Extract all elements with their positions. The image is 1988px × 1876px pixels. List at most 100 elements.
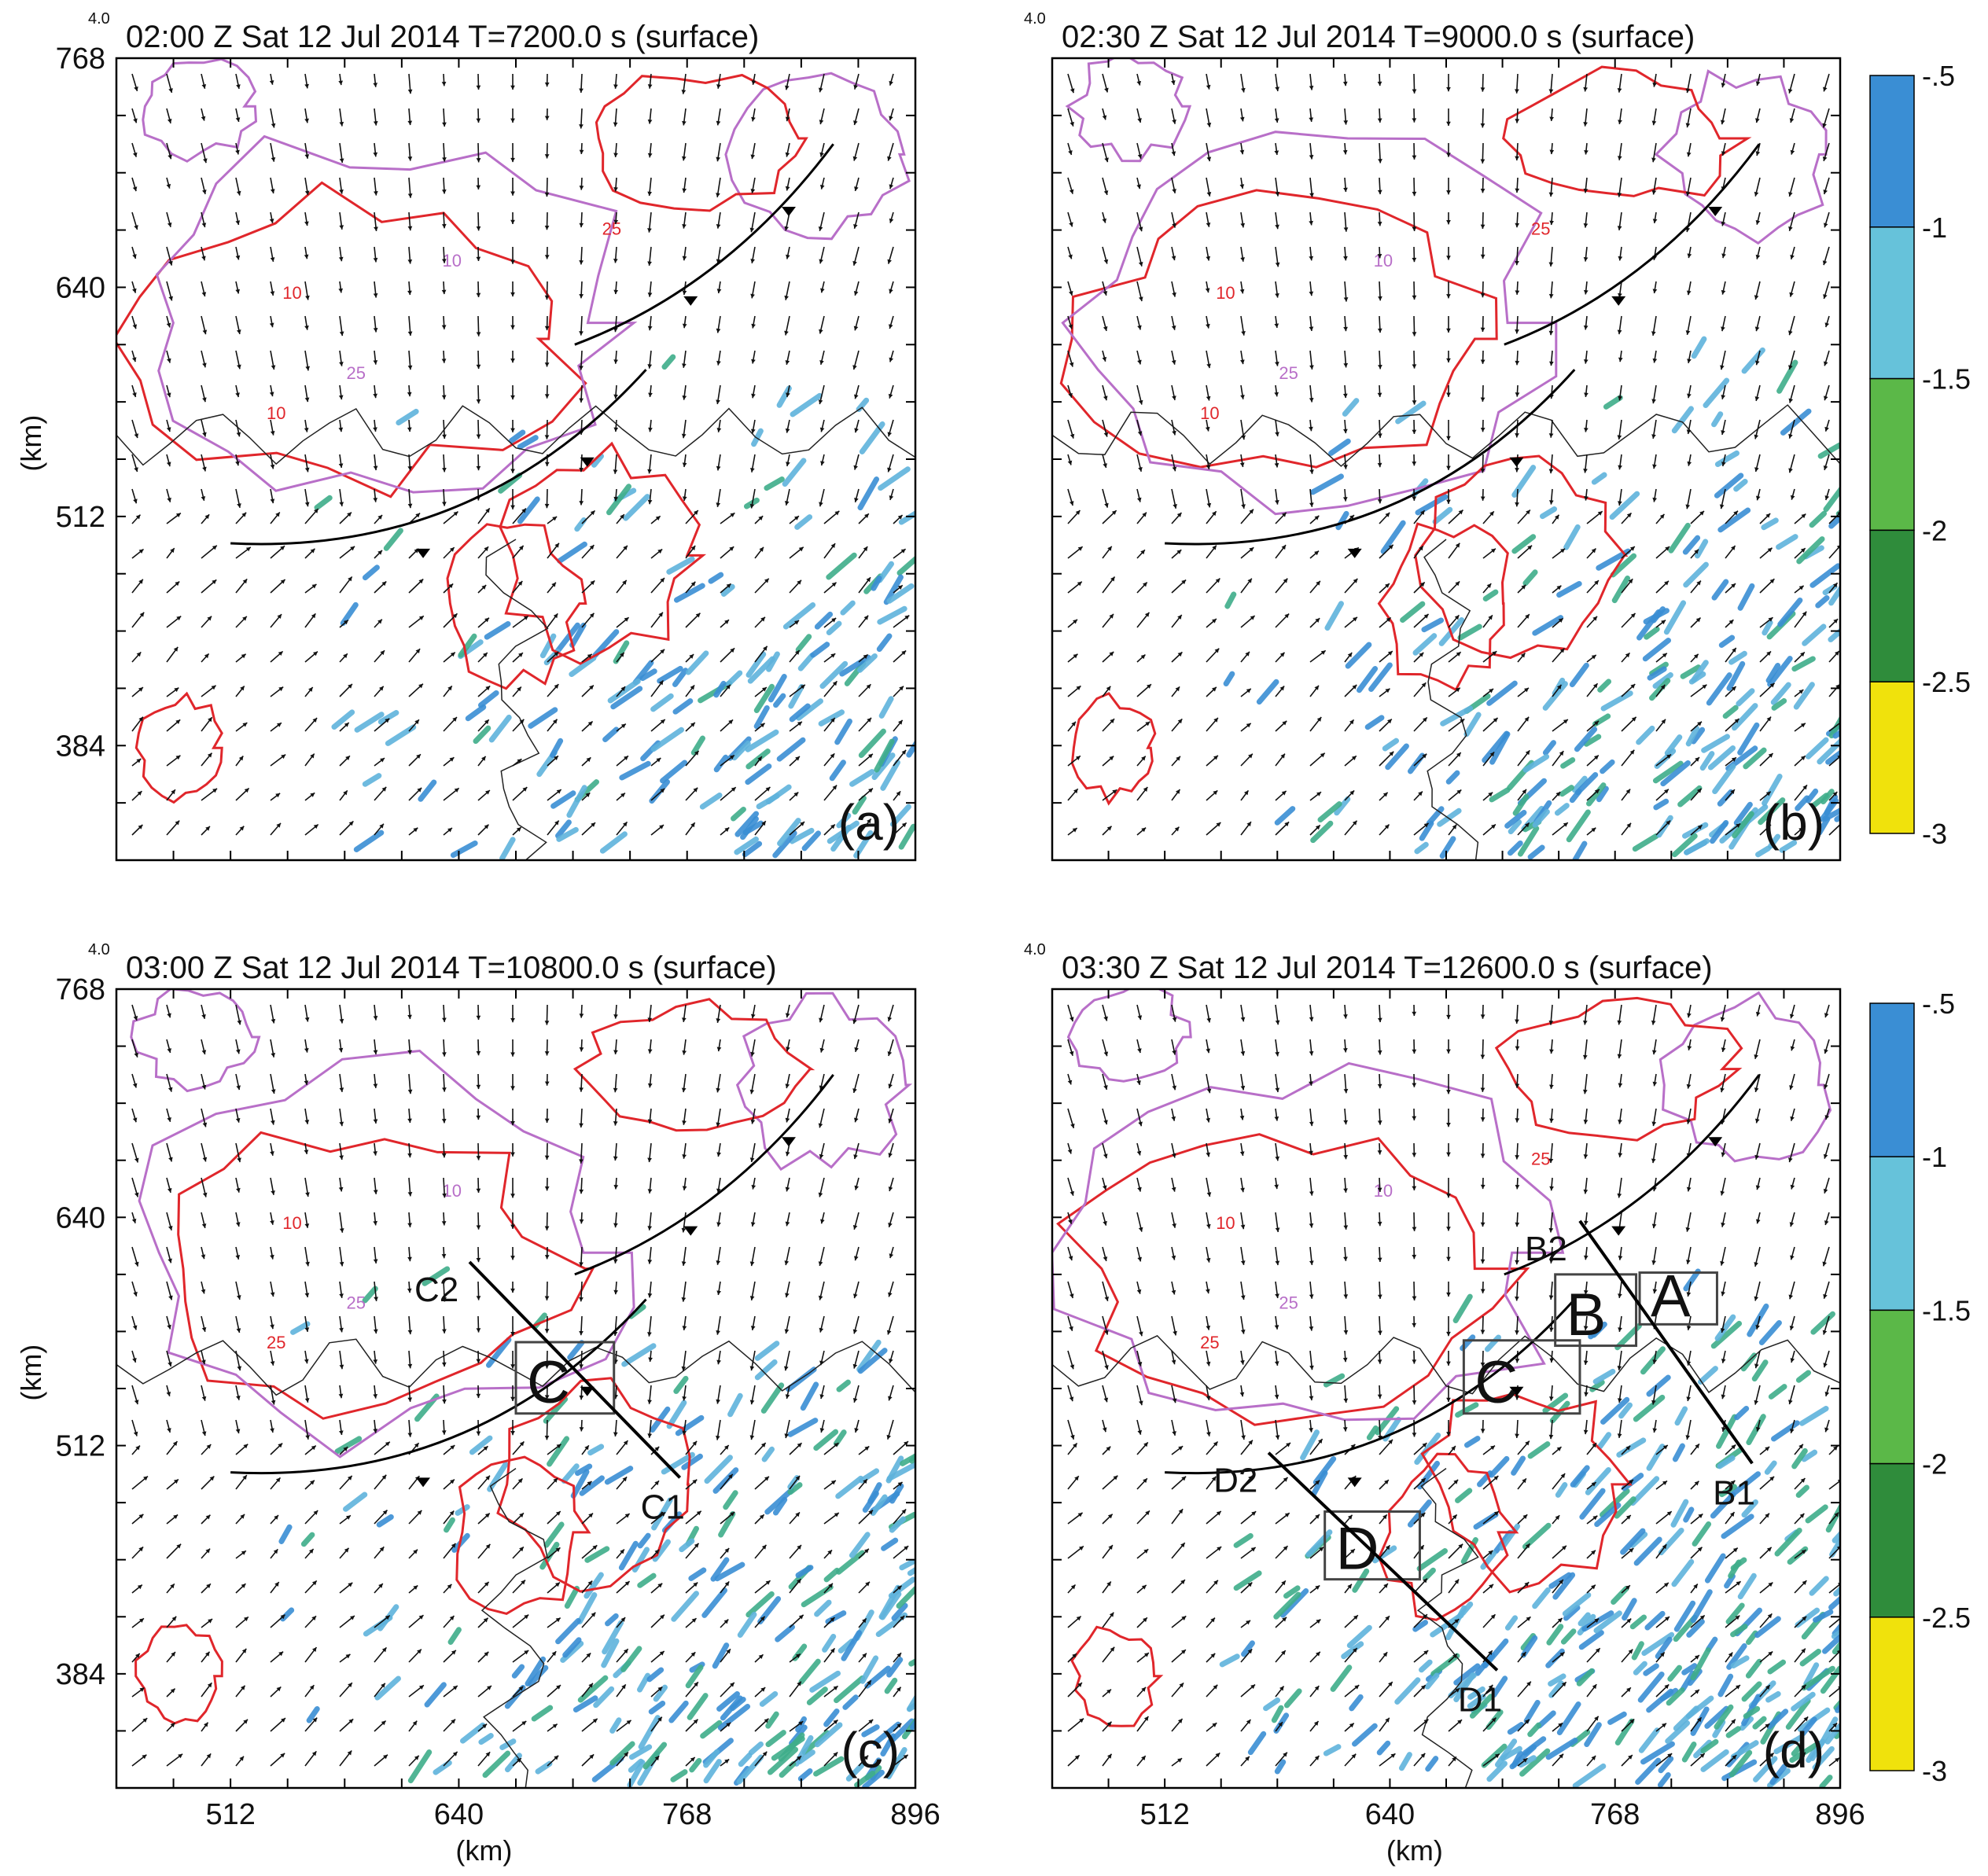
x-tick-label: 768 [1590,1798,1640,1831]
colorbar-swatch [1869,226,1915,380]
contours [1052,989,1832,1727]
wind-vectors [1067,1004,1840,1767]
colorbar-swatch [1869,1617,1915,1771]
region-box-label: C [1474,1349,1518,1416]
cross-section-end-label: D1 [1458,1680,1502,1719]
cold-front [574,1073,834,1276]
colorbar-tick-label: -1 [1922,1141,1947,1173]
contours [116,58,911,804]
cross-section-line [1578,1219,1754,1465]
panel-title: 02:30 Z Sat 12 Jul 2014 T=9000.0 s (surf… [1062,20,1695,54]
cross-section-start-label: D2 [1213,1462,1257,1500]
panel-frame [1051,988,1842,1790]
front-triangle [1347,1477,1362,1488]
plot-area: 10 10 10 25 25 [1052,58,1840,860]
colorbar-swatch [1869,529,1915,682]
contour-label: 10 [1374,251,1393,270]
wind-vectors [131,73,910,836]
y-tick-label: 768 [56,42,105,75]
region-box [1323,1510,1421,1581]
state-border [1423,539,1479,860]
colorbar-swatch [1869,75,1915,228]
y-tick-label: 384 [56,730,105,763]
state-border [480,1467,548,1788]
plot-area: 10 10 25 25 [116,989,915,1788]
panel-label: (b) [1763,794,1824,851]
cross-section-line [1267,1451,1499,1672]
cross-section-end-label: B1 [1713,1473,1755,1512]
front-triangle [416,1477,431,1488]
cold-front [574,143,834,346]
region-box [1638,1271,1718,1326]
contour-label: 25 [602,219,621,238]
cold-front [1165,1298,1576,1475]
region-box-label: A [1651,1263,1691,1330]
wind-vectors [131,1004,909,1767]
colorbar-swatch [1869,1309,1915,1465]
cold-front [1504,1073,1761,1276]
contour-label: 25 [1200,1333,1219,1352]
contour-label: 25 [1531,1150,1550,1169]
contour-label: 25 [267,1333,285,1352]
panel-title: 02:00 Z Sat 12 Jul 2014 T=7200.0 s (surf… [126,20,759,54]
front-triangle [781,1137,796,1147]
panel-label: (c) [841,1722,900,1779]
contour-label: 25 [1531,219,1550,238]
colorbar-tick-label: -.5 [1922,60,1955,92]
front-triangle [1509,1386,1524,1396]
contour-label: 25 [1279,363,1298,383]
state-border [1416,1467,1479,1788]
contour-label: 10 [1216,283,1235,303]
y-tick-label: 768 [56,973,105,1006]
region-box [1554,1273,1638,1348]
front-triangle [1611,1226,1626,1236]
contour-label: 10 [282,283,301,303]
colorbar-tick-label: -2.5 [1922,666,1971,698]
region-box-label: C [527,1349,570,1416]
cross-section-start-label: C2 [414,1271,458,1309]
y-tick-label: 640 [56,1201,105,1234]
region-box-label: B [1566,1282,1607,1348]
front-triangle [683,296,698,306]
colorbar-swatch [1869,377,1915,532]
y-tick-label: 512 [56,1430,105,1463]
colorbar-tick-label: -3 [1922,818,1947,850]
corner-marker: 4.0 [1024,941,1046,958]
colorbar: -.5 -1 -1.5 -2 -2.5 -3 [1869,60,1971,850]
contours [1059,58,1828,806]
state-border [1052,1334,1840,1395]
x-tick-label: 896 [1815,1798,1865,1831]
fronts [1165,1073,1761,1488]
contour-label: 10 [282,1213,301,1233]
contour-label: 25 [1279,1293,1298,1312]
corner-marker: 4.0 [88,10,110,28]
cross-section-line [468,1260,682,1479]
y-tick-label: 512 [56,501,105,534]
colorbar-tick-label: -2.5 [1922,1602,1971,1634]
fronts [1165,143,1761,558]
wind-vectors [1067,73,1840,836]
region-box [1462,1339,1581,1415]
x-axis-label: (km) [1386,1834,1443,1867]
cold-front [1165,369,1576,546]
state-border [116,405,915,466]
state-border [1052,404,1840,467]
colorbar-swatch [1869,1002,1915,1157]
contour-label: 10 [1200,403,1219,423]
x-axis-label: (km) [455,1834,512,1867]
x-tick-label: 512 [1139,1798,1189,1831]
cross-section-end-label: C1 [641,1488,685,1526]
x-tick-label: 640 [434,1798,484,1831]
cold-front [230,1298,647,1475]
region-box [514,1341,616,1415]
contours [130,989,913,1725]
colorbar-tick-label: -1.5 [1922,1294,1971,1326]
front-triangle [781,206,796,216]
colorbar-swatch [1869,681,1915,834]
x-tick-label: 896 [890,1798,940,1831]
panel-b: 10 10 10 25 25 02:30 Z Sat 12 Jul 2014 T=9000… [1024,10,1842,862]
colorbar-tick-label: -3 [1922,1755,1947,1787]
